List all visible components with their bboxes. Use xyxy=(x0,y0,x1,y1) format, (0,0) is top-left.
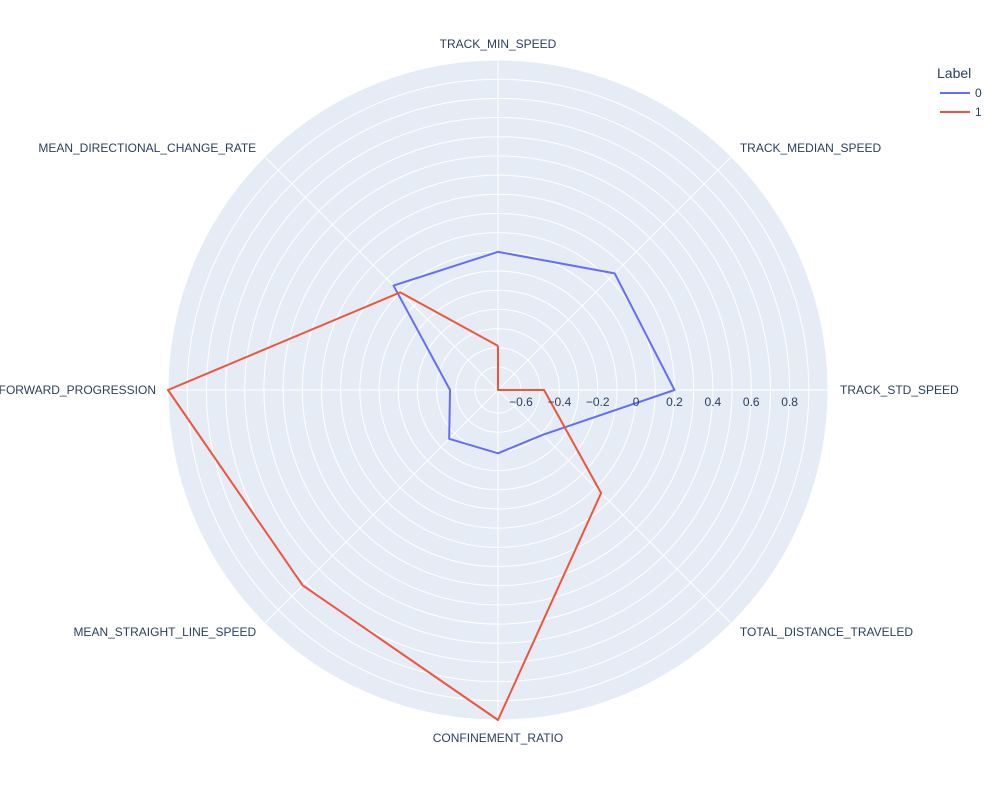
radial-tick-label: −0.6 xyxy=(509,395,533,409)
radial-tick-label: −0.2 xyxy=(586,395,610,409)
radial-tick-label: 0.8 xyxy=(781,395,798,409)
legend-item-1[interactable]: 1 xyxy=(940,105,982,119)
legend-title: Label xyxy=(937,65,971,81)
radial-tick-label: −0.4 xyxy=(548,395,572,409)
series-layer xyxy=(167,250,676,721)
radial-tick-label: 0 xyxy=(633,395,640,409)
axis-label-track-std-speed: TRACK_STD_SPEED xyxy=(840,383,959,397)
angular-axis-labels: TRACK_MIN_SPEED TRACK_MEDIAN_SPEED TRACK_S… xyxy=(0,37,959,745)
series-line-0 xyxy=(392,250,676,455)
axis-label-mean-forward-progression: MEAN_FORWARD_PROGRESSION xyxy=(0,383,156,397)
axis-label-total-distance-traveled: TOTAL_DISTANCE_TRAVELED xyxy=(740,625,913,639)
radial-tick-label: 0.2 xyxy=(666,395,683,409)
angular-gridline xyxy=(264,156,499,391)
radial-tick-label: 0.4 xyxy=(705,395,722,409)
axis-label-track-median-speed: TRACK_MEDIAN_SPEED xyxy=(740,141,882,155)
series-line-1 xyxy=(167,291,603,721)
legend-label: 1 xyxy=(975,105,982,119)
axis-label-mean-straight-line-speed: MEAN_STRAIGHT_LINE_SPEED xyxy=(73,625,256,639)
angular-gridline xyxy=(264,389,499,624)
legend-label: 0 xyxy=(975,86,982,100)
angular-gridline xyxy=(497,389,732,624)
axis-label-mean-directional-change-rate: MEAN_DIRECTIONAL_CHANGE_RATE xyxy=(38,141,256,155)
axis-label-track-min-speed: TRACK_MIN_SPEED xyxy=(440,37,557,51)
radial-tick-labels: −0.6 −0.4 −0.2 0 0.2 0.4 0.6 0.8 xyxy=(509,395,798,409)
legend[interactable]: Label 0 1 xyxy=(937,65,982,119)
radial-tick-label: 0.6 xyxy=(743,395,760,409)
axis-label-confinement-ratio: CONFINEMENT_RATIO xyxy=(433,731,563,745)
legend-item-0[interactable]: 0 xyxy=(940,86,982,100)
